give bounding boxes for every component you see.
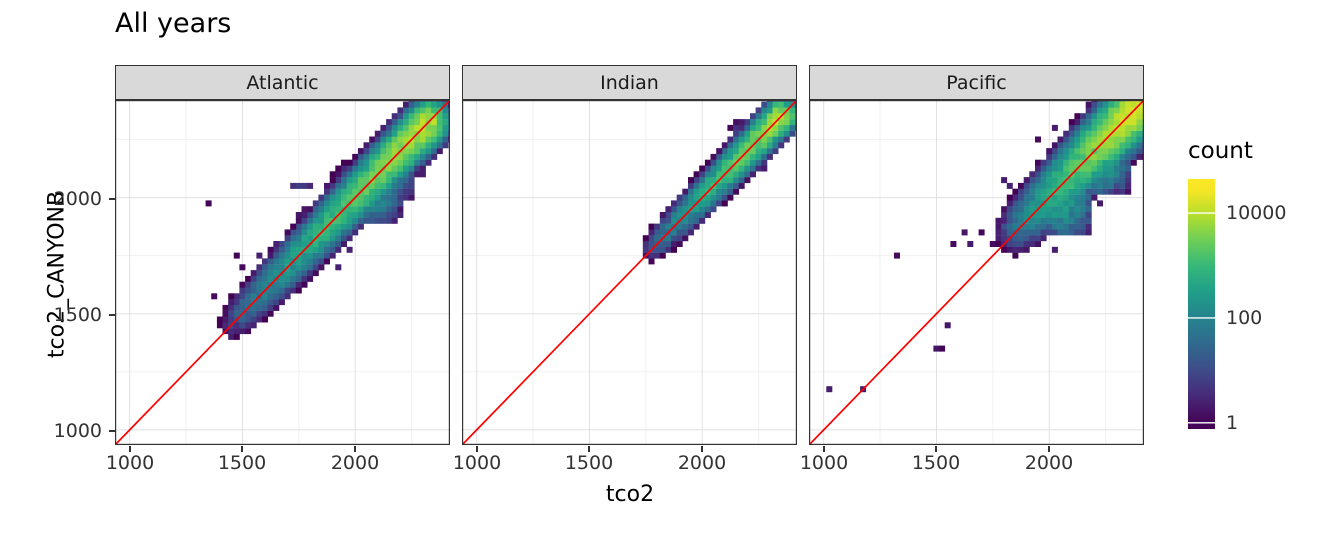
plot-area-indian (462, 100, 797, 445)
x-tick-label: 1500 (217, 452, 267, 474)
x-tick-label: 1500 (911, 452, 961, 474)
x-tick-mark (241, 446, 243, 452)
legend: count 10000 100 1 (1188, 138, 1338, 434)
chart-title: All years (115, 8, 232, 39)
x-tick-label: 1000 (105, 452, 155, 474)
x-tick-mark (935, 446, 937, 452)
legend-title: count (1188, 138, 1253, 164)
x-tick-mark (129, 446, 131, 452)
x-tick-label: 2000 (677, 452, 727, 474)
facet-indian: Indian (462, 65, 797, 445)
y-tick-mark (109, 198, 115, 200)
facet-strip-indian: Indian (462, 65, 797, 100)
x-tick-label: 1000 (452, 452, 502, 474)
x-tick-mark (476, 446, 478, 452)
legend-tick-100: 100 (1226, 307, 1263, 329)
plot-area-pacific (809, 100, 1144, 445)
legend-colorbar (1188, 179, 1215, 429)
x-axis-title: tco2 (605, 482, 655, 507)
facet-atlantic: Atlantic (115, 65, 450, 445)
y-tick-mark (109, 430, 115, 432)
facet-strip-atlantic: Atlantic (115, 65, 450, 100)
x-tick-mark (588, 446, 590, 452)
y-tick-label-2000: 2000 (53, 188, 102, 210)
x-tick-mark (354, 446, 356, 452)
facet-strip-pacific: Pacific (809, 65, 1144, 100)
legend-colorbar-wrap: 10000 100 1 (1188, 178, 1338, 434)
y-tick-label-1000: 1000 (53, 420, 102, 442)
x-tick-mark (701, 446, 703, 452)
x-tick-mark (823, 446, 825, 452)
legend-tick-10000: 10000 (1226, 202, 1287, 224)
x-tick-label: 2000 (1024, 452, 1074, 474)
y-tick-mark (109, 314, 115, 316)
plot-area-atlantic (115, 100, 450, 445)
legend-tick-1: 1 (1226, 412, 1239, 434)
x-tick-label: 1000 (799, 452, 849, 474)
x-tick-label: 1500 (564, 452, 614, 474)
facet-pacific: Pacific (809, 65, 1144, 445)
y-tick-label-1500: 1500 (53, 304, 102, 326)
x-tick-label: 2000 (330, 452, 380, 474)
x-tick-mark (1048, 446, 1050, 452)
